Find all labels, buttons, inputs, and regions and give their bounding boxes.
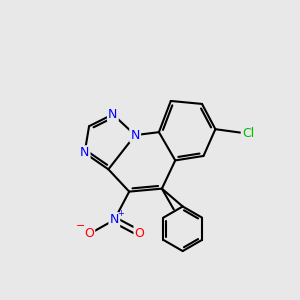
Text: −: − — [76, 221, 85, 231]
Text: Cl: Cl — [242, 127, 254, 140]
Text: N: N — [80, 146, 89, 160]
Text: N: N — [110, 213, 119, 226]
Text: N: N — [130, 129, 140, 142]
Text: O: O — [135, 227, 145, 240]
Text: N: N — [108, 108, 118, 121]
Text: O: O — [84, 227, 94, 240]
Text: +: + — [117, 209, 124, 218]
